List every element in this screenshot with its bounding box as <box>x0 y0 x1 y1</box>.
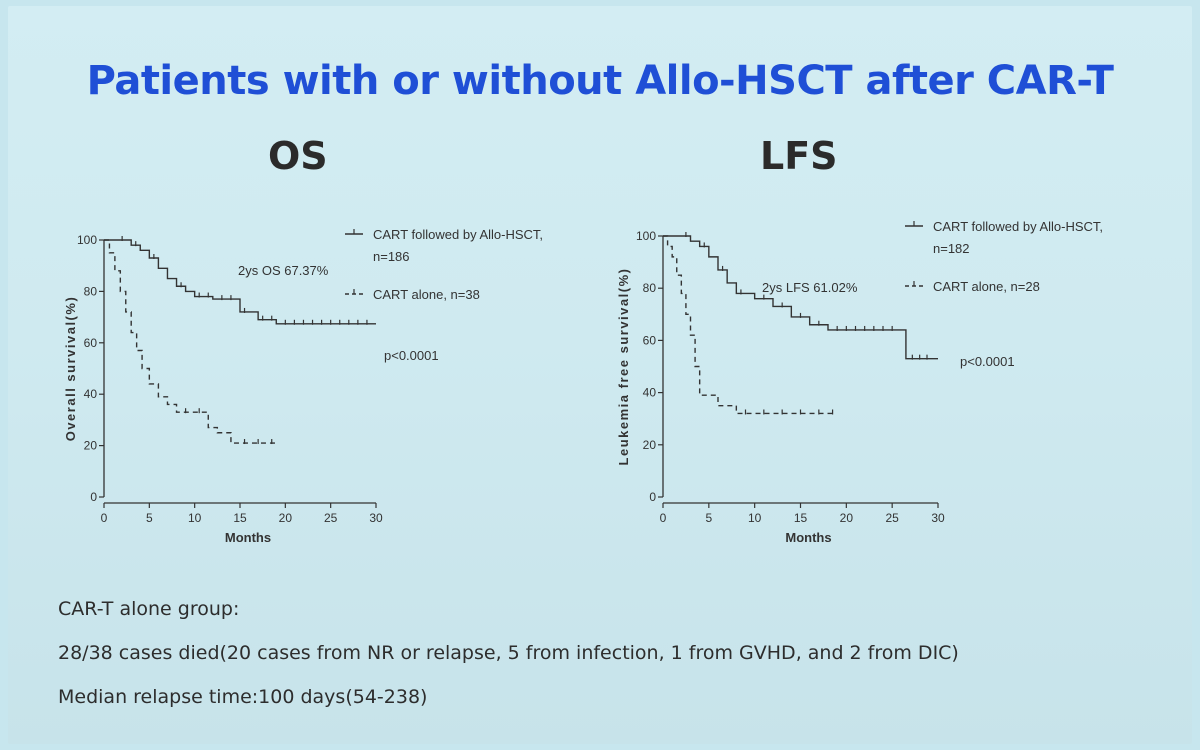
slide-background <box>8 6 1192 744</box>
y-tick-label: 0 <box>90 490 97 504</box>
notes-block: CAR-T alone group: 28/38 cases died(20 c… <box>58 598 959 730</box>
legend-label-allo: CART followed by Allo-HSCT, <box>933 219 1103 234</box>
y-tick-label: 60 <box>84 336 98 350</box>
x-tick-label: 10 <box>188 511 202 525</box>
legend-label-alone: CART alone, n=38 <box>373 287 480 302</box>
lfs-panel-title: LFS <box>760 134 838 178</box>
y-tick-label: 100 <box>636 229 656 243</box>
x-tick-label: 10 <box>748 511 762 525</box>
curve-cart-alone <box>104 239 277 444</box>
legend-label-alone: CART alone, n=28 <box>933 279 1040 294</box>
legend-label-allo: CART followed by Allo-HSCT, <box>373 227 543 242</box>
x-tick-label: 30 <box>931 511 945 525</box>
x-tick-label: 0 <box>660 511 667 525</box>
legend-label-allo-n: n=182 <box>933 241 970 256</box>
slide-title: Patients with or without Allo-HSCT after… <box>86 58 1114 104</box>
note-line-1: CAR-T alone group: <box>58 598 240 620</box>
curve-cart-alone <box>663 235 833 415</box>
y-axis-label: Overall survival(%) <box>63 296 78 442</box>
note-line-3: Median relapse time:100 days(54-238) <box>58 686 428 708</box>
x-tick-label: 5 <box>146 511 153 525</box>
y-tick-label: 60 <box>643 333 657 347</box>
x-axis-label: Months <box>225 530 271 545</box>
x-tick-label: 25 <box>324 511 338 525</box>
note-line-2: 28/38 cases died(20 cases from NR or rel… <box>58 642 959 664</box>
x-tick-label: 5 <box>705 511 712 525</box>
x-tick-label: 0 <box>101 511 108 525</box>
y-tick-label: 40 <box>84 387 98 401</box>
legend-label-allo-n: n=186 <box>373 249 410 264</box>
x-tick-label: 20 <box>840 511 854 525</box>
x-tick-label: 30 <box>369 511 383 525</box>
survival-annotation: 2ys OS 67.37% <box>238 263 329 278</box>
y-tick-label: 80 <box>643 281 657 295</box>
y-tick-label: 80 <box>84 284 98 298</box>
x-axis-label: Months <box>785 530 831 545</box>
p-value: p<0.0001 <box>384 348 439 363</box>
x-tick-label: 20 <box>279 511 293 525</box>
p-value: p<0.0001 <box>960 354 1015 369</box>
y-tick-label: 20 <box>84 439 98 453</box>
y-axis-label: Leukemia free survival(%) <box>616 268 631 466</box>
y-tick-label: 0 <box>649 490 656 504</box>
survival-annotation: 2ys LFS 61.02% <box>762 280 858 295</box>
curve-cart-allo-hsct <box>663 235 938 360</box>
curve-cart-allo-hsct <box>104 239 376 325</box>
y-tick-label: 100 <box>77 233 97 247</box>
x-tick-label: 25 <box>885 511 899 525</box>
os-panel-title: OS <box>268 134 328 178</box>
x-tick-label: 15 <box>233 511 247 525</box>
y-tick-label: 40 <box>643 386 657 400</box>
x-tick-label: 15 <box>794 511 808 525</box>
y-tick-label: 20 <box>643 438 657 452</box>
